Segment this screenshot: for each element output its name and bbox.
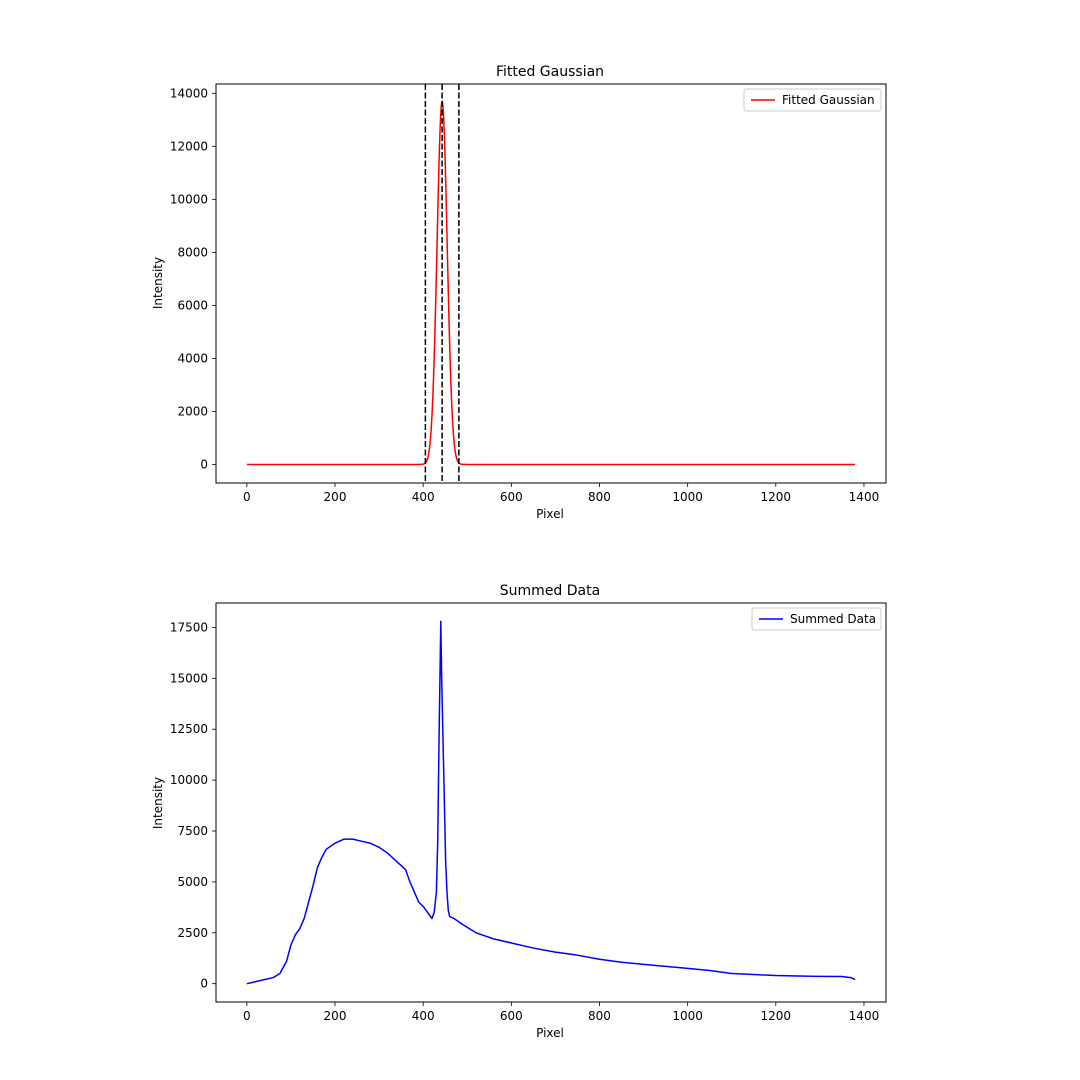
x-tick-label: 1200	[761, 490, 792, 504]
x-axis-label: Pixel	[536, 507, 564, 521]
series-line-0	[246, 100, 856, 466]
y-tick-label: 17500	[170, 620, 208, 634]
x-tick-label: 1200	[761, 1009, 792, 1023]
x-tick-label: 600	[500, 490, 523, 504]
y-tick-label: 14000	[170, 86, 208, 100]
summed-data-chart: Summed Data 0 200 400 600 800 1000 1200 1400 0 25…	[151, 583, 887, 1040]
y-tick-label: 2000	[177, 404, 208, 418]
y-tick-label: 7500	[177, 824, 208, 838]
legend-box	[751, 607, 882, 631]
axes-frame	[215, 83, 887, 484]
legend-box	[743, 88, 882, 112]
axis-ticks: 0 200 400 600 800 1000 1200 1400020004000600080…	[170, 86, 879, 504]
x-tick-label: 800	[588, 1009, 611, 1023]
x-tick-label: 1400	[849, 490, 880, 504]
x-tick-label: 200	[324, 1009, 347, 1023]
x-tick-label: 0	[243, 490, 251, 504]
y-tick-label: 12000	[170, 139, 208, 153]
legend-label-summed-data: Summed Data	[790, 612, 876, 626]
y-axis-label: Intensity	[151, 777, 165, 829]
plot-area	[246, 620, 856, 985]
legend-label-fitted-gaussian: Fitted Gaussian	[782, 93, 875, 107]
y-tick-label: 12500	[170, 722, 208, 736]
x-tick-label: 400	[412, 1009, 435, 1023]
y-tick-label: 2500	[177, 926, 208, 940]
chart-title: Summed Data	[500, 583, 600, 599]
y-tick-label: 8000	[177, 245, 208, 259]
y-tick-label: 4000	[177, 351, 208, 365]
y-tick-label: 6000	[177, 298, 208, 312]
x-tick-label: 1000	[672, 490, 703, 504]
plot-area	[246, 84, 856, 483]
chart-title: Fitted Gaussian	[496, 64, 604, 80]
y-tick-label: 10000	[170, 192, 208, 206]
y-tick-label: 15000	[170, 671, 208, 685]
x-tick-label: 400	[412, 490, 435, 504]
axes-frame	[215, 602, 887, 1003]
y-axis-label: Intensity	[151, 257, 165, 309]
fitted-gaussian-chart: Fitted Gaussian 0 200 400 600 800 1000 1200 140…	[151, 64, 887, 521]
x-tick-label: 0	[243, 1009, 251, 1023]
x-tick-label: 200	[324, 490, 347, 504]
legend: Summed Data	[751, 607, 882, 631]
x-tick-label: 600	[500, 1009, 523, 1023]
axis-ticks: 0 200 400 600 800 1000 1200 1400 0 2500 5000 7500 10…	[170, 620, 879, 1023]
x-tick-label: 1000	[672, 1009, 703, 1023]
y-tick-label: 5000	[177, 875, 208, 889]
x-axis-label: Pixel	[536, 1026, 564, 1040]
x-tick-label: 1400	[849, 1009, 880, 1023]
x-tick-label: 800	[588, 490, 611, 504]
series-line-0	[246, 620, 856, 985]
y-tick-label: 0	[200, 457, 208, 471]
y-tick-label: 0	[200, 977, 208, 991]
legend: Fitted Gaussian	[743, 88, 882, 112]
y-tick-label: 10000	[170, 773, 208, 787]
